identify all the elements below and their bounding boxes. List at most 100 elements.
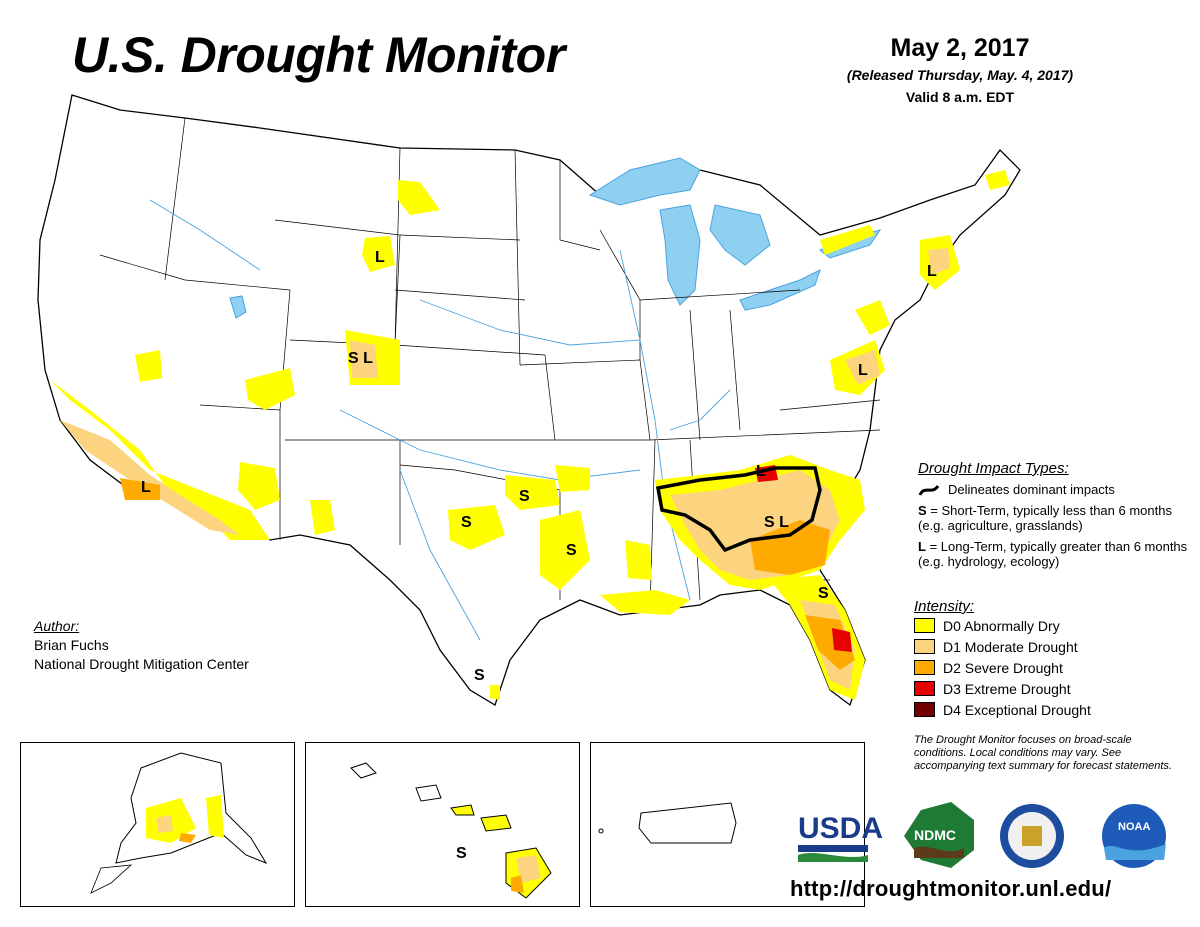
d0-ar: [555, 465, 590, 492]
great-salt-lake: [229, 295, 247, 319]
ndmc-logo: NDMC: [904, 802, 974, 868]
disclaimer: The Drought Monitor focuses on broad-sca…: [914, 734, 1172, 772]
lake-erie: [739, 269, 821, 311]
valid-time: Valid 8 a.m. EDT: [905, 89, 1015, 105]
d0-ca: [50, 380, 270, 540]
conus-outline: [37, 94, 1021, 707]
puerto-rico-inset: [590, 742, 865, 907]
legend-swatch-d3: [914, 681, 935, 696]
d0-tx-south: [490, 685, 500, 700]
impact-labels: L S L L S S S S L S L S L L: [141, 249, 937, 684]
impact-legend: Drought Impact Types: Delineates dominan…: [918, 460, 1188, 569]
impact-heading: Drought Impact Types:: [918, 460, 1069, 477]
label-ct: L: [927, 263, 937, 280]
lake-huron: [709, 204, 771, 266]
long-term-text: = Long-Term, typically greater than 6 mo…: [918, 539, 1188, 569]
legend-d3: D3 Extreme Drought: [914, 678, 1184, 699]
author-organization: National Drought Mitigation Center: [34, 656, 249, 672]
usda-logo: USDA: [798, 812, 883, 862]
alaska-inset: [20, 742, 295, 907]
d0-tx-east: [540, 510, 590, 590]
label-ca: L: [141, 479, 151, 496]
d2-ga: [750, 520, 830, 575]
d0-sd: [362, 236, 395, 272]
commerce-seal: [1000, 804, 1064, 868]
d0-ny: [820, 225, 875, 255]
legend-label-d0: D0 Abnormally Dry: [943, 617, 1060, 634]
noaa-logo-text: NOAA: [1118, 821, 1150, 833]
d0-nv: [135, 350, 162, 382]
website-link[interactable]: http://droughtmonitor.unl.edu/: [790, 876, 1112, 901]
label-nc: L: [756, 463, 766, 480]
d0-pa: [855, 300, 890, 335]
legend-swatch-d0: [914, 618, 935, 633]
lake-superior: [588, 157, 701, 206]
lake-michigan: [659, 204, 701, 306]
d0-la: [600, 590, 690, 615]
label-va: L: [858, 362, 868, 379]
drought-areas: [50, 170, 1010, 700]
delineates-row: Delineates dominant impacts: [918, 482, 1188, 497]
d0-az: [238, 462, 280, 510]
d0-ok: [505, 475, 560, 510]
legend-label-d3: D3 Extreme Drought: [943, 680, 1071, 697]
delineation-line-icon: [918, 484, 940, 496]
legend-swatch-d2: [914, 660, 935, 675]
d3-fl: [832, 628, 852, 652]
legend-swatch-d1: [914, 639, 935, 654]
alaska-map: [90, 752, 268, 894]
usda-logo-text: USDA: [798, 812, 883, 845]
map-title: U.S. Drought Monitor: [72, 27, 565, 83]
legend-d0: D0 Abnormally Dry: [914, 615, 1184, 636]
d0-ms: [625, 540, 652, 580]
agency-logos: USDA NDMC NOAA: [798, 802, 1166, 868]
impact-delineation: [655, 466, 822, 553]
label-co: S L: [348, 350, 373, 367]
label-fl: S: [818, 585, 829, 602]
d2-fl: [805, 615, 855, 670]
author-name: Brian Fuchs: [34, 637, 109, 653]
map-date: May 2, 2017: [890, 34, 1030, 62]
legend-d4: D4 Exceptional Drought: [914, 699, 1184, 720]
d0-tx-north: [448, 505, 505, 550]
d1-va: [845, 350, 880, 385]
label-ok: S: [519, 488, 530, 505]
legend-swatch-d4: [914, 702, 935, 717]
legend-d2: D2 Severe Drought: [914, 657, 1184, 678]
label-tx-south: S: [474, 667, 485, 684]
intensity-legend: Intensity: D0 Abnormally Dry D1 Moderate…: [914, 598, 1184, 720]
long-term-row: L = Long-Term, typically greater than 6 …: [918, 539, 1188, 569]
legend-label-d1: D1 Moderate Drought: [943, 638, 1078, 655]
d0-wy: [398, 180, 440, 215]
label-hi: S: [456, 845, 467, 862]
d0-ut: [245, 368, 295, 410]
d0-me: [985, 170, 1010, 190]
d1-ca-south: [120, 478, 160, 500]
legend-label-d2: D2 Severe Drought: [943, 659, 1063, 676]
date-block: May 2, 2017 (Released Thursday, May. 4, …: [800, 34, 1120, 105]
d1-ca: [60, 420, 240, 535]
short-term-letter: S: [918, 503, 927, 518]
label-tx: S: [461, 514, 472, 531]
author-heading: Author:: [34, 618, 80, 634]
release-date: (Released Thursday, May. 4, 2017): [846, 67, 1074, 83]
legend-d1: D1 Moderate Drought: [914, 636, 1184, 657]
long-term-letter: L: [918, 539, 926, 554]
d1-ne: [928, 248, 950, 275]
delineates-text: Delineates dominant impacts: [948, 482, 1115, 497]
short-term-text: = Short-Term, typically less than 6 mont…: [918, 503, 1172, 533]
short-term-row: S = Short-Term, typically less than 6 mo…: [918, 503, 1188, 533]
label-wy: L: [375, 249, 385, 266]
noaa-logo: NOAA: [1102, 804, 1166, 868]
d1-co: [350, 340, 378, 378]
hawaii-inset: S: [305, 742, 580, 907]
d0-nm: [310, 500, 335, 535]
intensity-heading: Intensity:: [914, 598, 975, 615]
label-la: S: [566, 542, 577, 559]
legend-label-d4: D4 Exceptional Drought: [943, 701, 1091, 718]
hawaii-map: S: [350, 762, 552, 899]
label-ga: S L: [764, 514, 789, 531]
puerto-rico-map: [598, 802, 737, 844]
ndmc-logo-text: NDMC: [914, 827, 956, 843]
